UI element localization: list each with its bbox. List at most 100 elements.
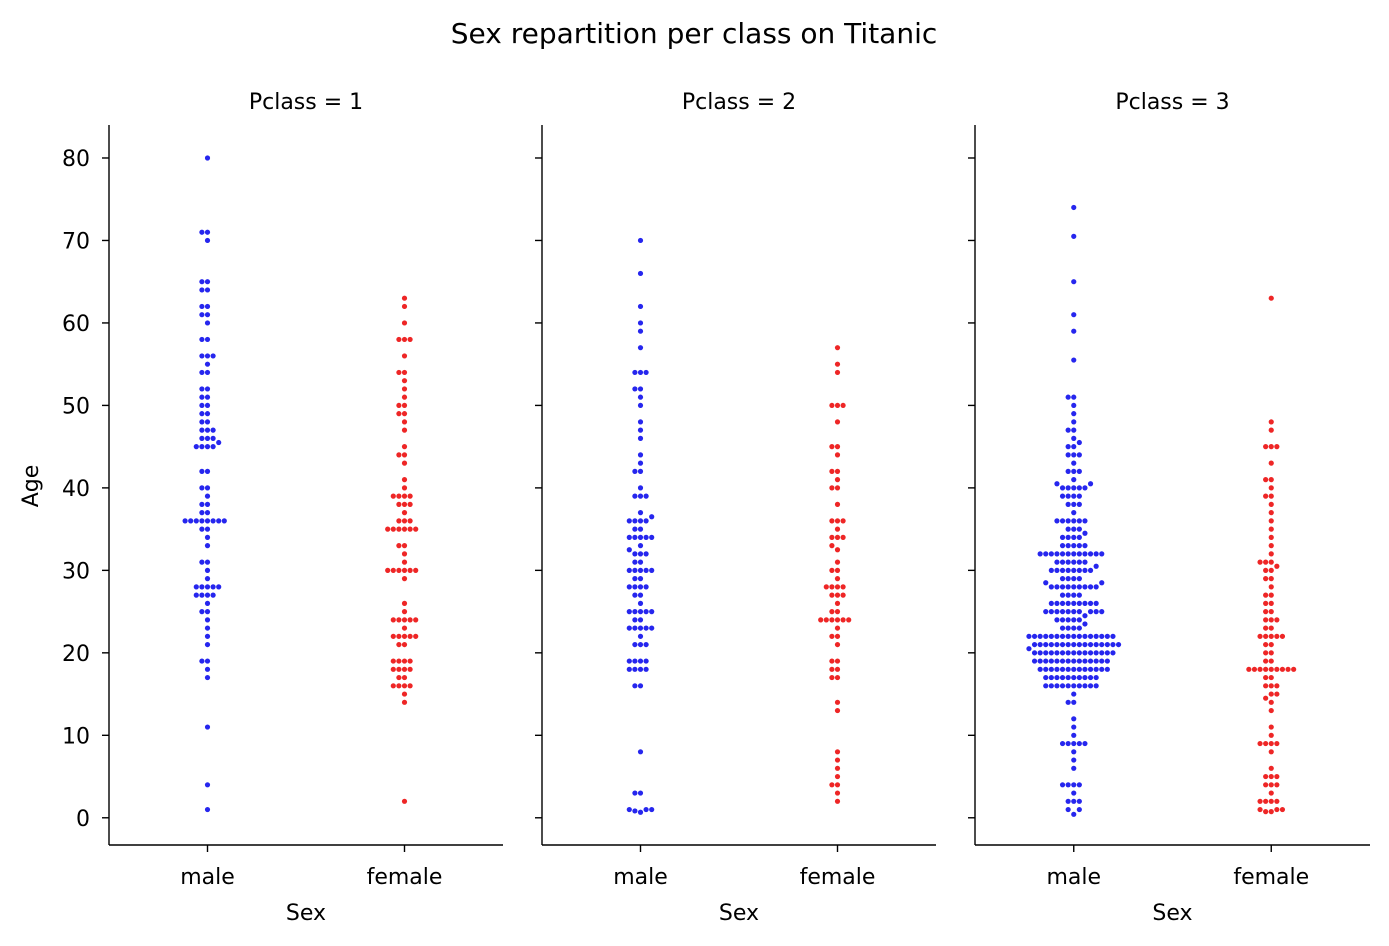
data-point-female bbox=[1263, 695, 1269, 701]
facet-title: Pclass = 3 bbox=[1115, 90, 1229, 115]
data-point-male bbox=[1082, 740, 1088, 747]
data-point-female bbox=[390, 658, 396, 664]
data-point-male bbox=[637, 809, 644, 815]
data-point-male bbox=[637, 559, 644, 565]
data-point-male bbox=[1071, 452, 1077, 458]
data-point-male bbox=[210, 353, 216, 359]
data-point-male bbox=[1065, 444, 1071, 450]
x-tick-label: female bbox=[367, 865, 443, 890]
data-point-male bbox=[1071, 534, 1077, 540]
data-point-male bbox=[1059, 683, 1066, 689]
data-point-male bbox=[199, 485, 205, 491]
data-point-male bbox=[632, 576, 638, 582]
data-point-female bbox=[829, 485, 835, 491]
data-point-male bbox=[1087, 650, 1094, 656]
data-point-female bbox=[401, 699, 408, 705]
data-point-male bbox=[1071, 402, 1077, 409]
data-point-male bbox=[637, 666, 644, 672]
data-point-male bbox=[1071, 501, 1077, 507]
data-point-male bbox=[626, 584, 632, 590]
data-point-male bbox=[1071, 559, 1077, 565]
data-point-male bbox=[637, 543, 644, 549]
data-point-male bbox=[1043, 650, 1049, 656]
data-point-male bbox=[193, 518, 199, 524]
data-point-male bbox=[1076, 559, 1082, 565]
data-point-female bbox=[1279, 666, 1286, 672]
data-point-male bbox=[1059, 534, 1066, 540]
data-point-female bbox=[1268, 650, 1274, 656]
data-point-male bbox=[632, 641, 638, 648]
data-point-male bbox=[1059, 617, 1066, 623]
data-point-male bbox=[204, 617, 211, 623]
data-point-male bbox=[1093, 683, 1099, 689]
data-point-male bbox=[1059, 584, 1066, 590]
data-point-male bbox=[1043, 633, 1049, 639]
data-point-male bbox=[1087, 600, 1094, 606]
data-point-female bbox=[1274, 444, 1280, 450]
data-point-male bbox=[1065, 485, 1071, 491]
data-point-male bbox=[1115, 641, 1122, 648]
data-point-male bbox=[204, 485, 211, 491]
data-point-female bbox=[401, 378, 408, 384]
data-point-male bbox=[1093, 600, 1099, 606]
data-point-male bbox=[1071, 468, 1077, 474]
data-point-male bbox=[1071, 699, 1077, 705]
data-point-male bbox=[1065, 394, 1071, 400]
y-tick-label: 40 bbox=[62, 477, 90, 502]
data-point-male bbox=[1071, 551, 1077, 557]
data-point-female bbox=[1263, 609, 1269, 615]
data-point-male bbox=[216, 518, 222, 524]
data-point-male bbox=[637, 749, 644, 755]
data-point-female bbox=[1268, 584, 1274, 590]
data-point-male bbox=[199, 510, 205, 516]
data-point-female bbox=[1268, 526, 1274, 532]
data-point-male bbox=[1071, 724, 1077, 730]
data-point-male bbox=[1071, 633, 1077, 639]
data-point-female bbox=[1268, 295, 1274, 301]
data-point-male bbox=[199, 518, 205, 524]
data-point-male bbox=[1059, 567, 1066, 573]
data-point-female bbox=[401, 510, 408, 516]
data-point-male bbox=[1071, 435, 1077, 441]
data-point-male bbox=[221, 518, 227, 524]
data-point-male bbox=[1065, 493, 1071, 499]
data-point-male bbox=[204, 609, 211, 615]
data-point-male bbox=[1087, 584, 1094, 590]
data-point-female bbox=[1268, 699, 1274, 705]
data-point-female bbox=[1279, 806, 1286, 813]
y-tick-label: 50 bbox=[62, 394, 90, 419]
data-point-female bbox=[1274, 782, 1280, 788]
data-point-male bbox=[1065, 427, 1071, 433]
data-point-male bbox=[1082, 666, 1088, 672]
data-point-female bbox=[1268, 600, 1274, 606]
data-point-female bbox=[401, 386, 408, 392]
data-point-male bbox=[1065, 740, 1071, 747]
data-point-male bbox=[1071, 485, 1077, 491]
data-point-female bbox=[1268, 567, 1274, 573]
data-point-male bbox=[1104, 666, 1110, 672]
data-point-male bbox=[216, 584, 222, 590]
data-point-female bbox=[1274, 798, 1280, 804]
data-point-male bbox=[1065, 576, 1071, 582]
data-point-male bbox=[1071, 716, 1077, 722]
data-point-male bbox=[1043, 658, 1049, 664]
data-point-male bbox=[1059, 658, 1066, 664]
data-point-male bbox=[1093, 658, 1099, 664]
data-point-male bbox=[199, 394, 205, 400]
data-point-male bbox=[1071, 394, 1077, 400]
data-point-female bbox=[834, 609, 841, 615]
data-point-male bbox=[1048, 600, 1054, 606]
data-point-male bbox=[643, 625, 649, 631]
data-point-female bbox=[401, 625, 408, 631]
data-point-female bbox=[834, 773, 841, 780]
data-point-male bbox=[1048, 609, 1054, 615]
data-point-male bbox=[632, 534, 638, 540]
data-point-male bbox=[632, 617, 638, 623]
data-point-male bbox=[204, 576, 211, 582]
data-point-male bbox=[204, 369, 211, 376]
data-point-male bbox=[1076, 740, 1082, 747]
data-point-female bbox=[1268, 658, 1274, 664]
data-point-male bbox=[649, 534, 655, 540]
data-point-male bbox=[1099, 609, 1105, 615]
